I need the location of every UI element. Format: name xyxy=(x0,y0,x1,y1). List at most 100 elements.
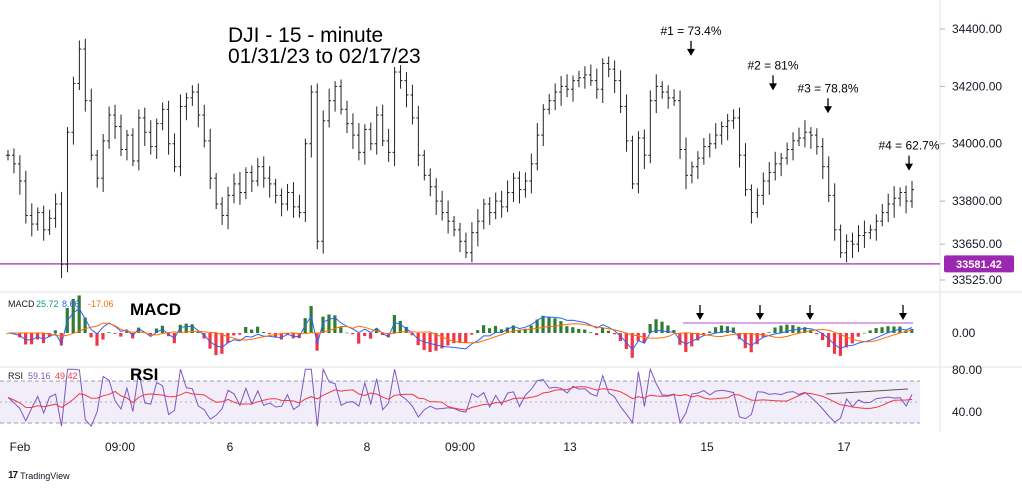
macd-histogram-bar xyxy=(743,333,747,349)
macd-arrow-head xyxy=(806,313,814,320)
macd-pane-label: MACD xyxy=(130,300,181,319)
macd-histogram-bar xyxy=(297,333,301,339)
time-tick-label: 8 xyxy=(364,440,371,454)
tradingview-logo-icon: 17 xyxy=(8,470,18,481)
macd-histogram-bar xyxy=(594,333,599,336)
macd-histogram-bar xyxy=(410,333,414,336)
macd-histogram-bar xyxy=(791,325,795,333)
macd-histogram-bar xyxy=(244,326,248,333)
macd-histogram-bar xyxy=(725,326,730,333)
macd-histogram-bar xyxy=(583,329,587,333)
macd-histogram-bar xyxy=(339,327,343,333)
macd-histogram-bar xyxy=(832,333,837,354)
macd-histogram-bar xyxy=(53,330,57,333)
time-tick-label: 6 xyxy=(227,440,234,454)
macd-histogram-bar xyxy=(547,317,551,333)
macd-histogram-bar xyxy=(333,315,337,333)
macd-histogram-bar xyxy=(208,333,212,349)
price-tick-label: 33800.00 xyxy=(952,194,1002,208)
macd-histogram-bar xyxy=(422,333,426,350)
macd-histogram-bar xyxy=(856,333,860,337)
macd-histogram-bar xyxy=(826,333,831,348)
macd-histogram-bar xyxy=(820,333,825,341)
macd-histogram-bar xyxy=(898,326,902,333)
rsi-legend: RSI 59.16 49.42 xyxy=(8,371,78,381)
macd-histogram-bar xyxy=(886,326,890,333)
macd-histogram-bar xyxy=(815,333,819,335)
rsi-pane-label: RSI xyxy=(130,365,158,384)
macd-histogram-bar xyxy=(107,332,111,333)
rsi-divergence-line xyxy=(825,388,909,395)
macd-histogram-bar xyxy=(809,329,813,333)
time-tick-label: 15 xyxy=(700,440,714,454)
macd-histogram-bar xyxy=(6,333,10,334)
macd-histogram-bar xyxy=(255,326,260,333)
chart-title-line-1: DJI - 15 - minute xyxy=(228,24,383,47)
macd-histogram-bar xyxy=(250,329,254,333)
rsi-axis: 80.00 40.00 xyxy=(952,363,982,419)
macd-histogram-bar xyxy=(24,333,28,345)
macd-histogram-bar xyxy=(440,333,444,349)
macd-legend-value: 25.72 xyxy=(36,299,59,309)
time-axis: Feb 09:00 6 8 09:00 13 15 17 xyxy=(10,440,851,454)
macd-histogram-bar xyxy=(267,333,272,335)
macd-histogram-bar xyxy=(470,333,474,335)
macd-histogram-bar xyxy=(696,333,700,341)
macd-histogram-bar xyxy=(672,330,676,333)
macd-histogram-bar xyxy=(612,333,617,335)
macd-histogram-bar xyxy=(321,316,325,333)
macd-histogram-bar xyxy=(476,330,480,333)
macd-zero-tick: 0.00 xyxy=(952,326,976,340)
footer-brand: TradingView xyxy=(20,470,70,481)
macd-histogram-bar xyxy=(523,328,527,333)
macd-legend-value: -17.06 xyxy=(88,299,114,309)
macd-histogram-bar xyxy=(600,327,605,333)
macd-histogram-bar xyxy=(505,327,509,333)
macd-histogram-bar xyxy=(202,333,206,339)
macd-histogram-bar xyxy=(577,328,581,333)
wave-arrow-head xyxy=(769,83,777,91)
macd-histogram-bar xyxy=(404,326,408,333)
time-tick-label: 17 xyxy=(837,440,851,454)
wave-arrow-head xyxy=(687,48,695,56)
rsi-legend-value: 59.16 xyxy=(28,371,51,381)
price-tick-label: 34400.00 xyxy=(952,22,1002,36)
time-tick-label: Feb xyxy=(10,440,31,454)
wave-arrow-head xyxy=(905,163,913,171)
macd-histogram-bar xyxy=(541,315,545,333)
macd-histogram-bar xyxy=(261,331,266,333)
macd-histogram-bar xyxy=(690,333,694,347)
macd-histogram-bar xyxy=(559,321,563,333)
macd-histogram-bar xyxy=(773,327,777,333)
macd-arrow-head xyxy=(899,313,907,320)
footer: 17 TradingView xyxy=(8,470,70,481)
macd-histogram-bar xyxy=(511,325,515,333)
macd-line xyxy=(7,307,913,351)
macd-histogram-bar xyxy=(59,333,63,346)
macd-histogram-bar xyxy=(357,333,361,344)
rsi-tick-label: 80.00 xyxy=(952,363,982,377)
macd-histogram-bar xyxy=(190,324,194,333)
macd-histogram-bar xyxy=(101,333,105,340)
time-tick-label: 13 xyxy=(563,440,577,454)
macd-histogram-bar xyxy=(517,330,521,333)
price-candles xyxy=(6,38,914,278)
macd-histogram-bar xyxy=(749,333,753,353)
macd-histogram-bar xyxy=(666,325,670,333)
macd-histogram-bar xyxy=(458,333,462,343)
macd-arrow-head xyxy=(696,313,704,320)
macd-histogram-bar xyxy=(95,333,99,346)
macd-histogram-bar xyxy=(238,333,242,335)
rsi-tick-label: 40.00 xyxy=(952,405,982,419)
macd-histogram-bar xyxy=(481,325,486,333)
macd-histogram-bar xyxy=(844,333,848,348)
wave-label: #1 = 73.4% xyxy=(660,24,721,38)
macd-histogram-bar xyxy=(880,327,884,333)
macd-histogram-bar xyxy=(713,327,718,333)
macd-histogram-bar xyxy=(226,333,230,344)
macd-histogram-bar xyxy=(119,333,123,337)
macd-histogram-bar xyxy=(125,330,129,333)
macd-histogram-bar xyxy=(71,298,75,333)
macd-histogram-bar xyxy=(398,320,402,333)
price-axis: 34400.00 34200.00 34000.00 33800.00 33650.00… xyxy=(940,22,1002,287)
